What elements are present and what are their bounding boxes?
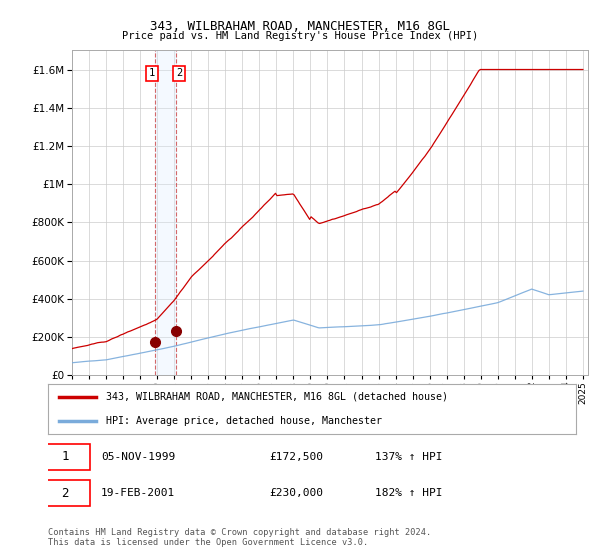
Text: 19-FEB-2001: 19-FEB-2001 [101,488,175,498]
FancyBboxPatch shape [40,480,90,506]
Text: 343, WILBRAHAM ROAD, MANCHESTER, M16 8GL: 343, WILBRAHAM ROAD, MANCHESTER, M16 8GL [150,20,450,32]
Text: Contains HM Land Registry data © Crown copyright and database right 2024.
This d: Contains HM Land Registry data © Crown c… [48,528,431,547]
Text: 343, WILBRAHAM ROAD, MANCHESTER, M16 8GL (detached house): 343, WILBRAHAM ROAD, MANCHESTER, M16 8GL… [106,391,448,402]
Text: 1: 1 [149,68,155,78]
Text: 137% ↑ HPI: 137% ↑ HPI [376,452,443,462]
FancyBboxPatch shape [40,444,90,470]
Text: 182% ↑ HPI: 182% ↑ HPI [376,488,443,498]
Text: 1: 1 [61,450,68,464]
Text: Price paid vs. HM Land Registry's House Price Index (HPI): Price paid vs. HM Land Registry's House … [122,31,478,41]
Text: HPI: Average price, detached house, Manchester: HPI: Average price, detached house, Manc… [106,416,382,426]
Bar [155,50,176,375]
Text: 05-NOV-1999: 05-NOV-1999 [101,452,175,462]
Text: £230,000: £230,000 [270,488,324,498]
Text: 2: 2 [176,68,182,78]
Text: 2: 2 [61,487,68,500]
Text: £172,500: £172,500 [270,452,324,462]
